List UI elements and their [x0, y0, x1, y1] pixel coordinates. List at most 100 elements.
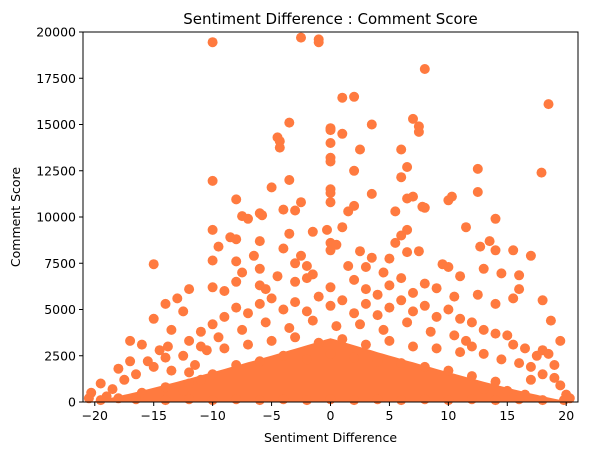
scatter-point [472, 187, 483, 197]
scatter-point [413, 246, 424, 257]
x-tick-label: 20 [558, 408, 574, 423]
scatter-point [136, 339, 147, 350]
scatter-point [107, 384, 118, 395]
scatter-point [543, 348, 554, 359]
scatter-point [419, 64, 430, 74]
scatter-point [431, 311, 442, 322]
scatter-point [313, 337, 324, 348]
scatter-point [536, 167, 547, 178]
x-tick-label: −20 [82, 408, 108, 423]
scatter-point [408, 287, 418, 298]
scatter-point [113, 363, 124, 374]
x-tick-label: 0 [327, 408, 335, 423]
scatter-point [160, 395, 171, 406]
scatter-point [472, 163, 483, 174]
scatter-point [372, 289, 383, 300]
scatter-point [514, 358, 525, 369]
scatter-point [390, 206, 401, 217]
scatter-point [284, 117, 295, 128]
y-tick-label: 17500 [36, 71, 76, 86]
scatter-point [325, 125, 336, 136]
scatter-point [360, 284, 371, 295]
scatter-point [490, 298, 501, 309]
scatter-point [160, 298, 171, 309]
scatter-point [425, 326, 436, 337]
scatter-point [549, 372, 560, 383]
scatter-point [461, 222, 471, 233]
scatter-point [337, 334, 348, 345]
scatter-point [514, 394, 525, 405]
scatter-point [172, 293, 183, 304]
scatter-point [402, 224, 413, 235]
scatter-point [543, 99, 554, 110]
scatter-point [384, 302, 395, 313]
dense-point-region [88, 338, 573, 402]
scatter-point [207, 395, 218, 406]
y-tick-label: 5000 [44, 302, 76, 317]
scatter-point [337, 92, 348, 103]
scatter-point [184, 394, 195, 405]
scatter-point [119, 374, 130, 385]
scatter-point [475, 241, 486, 252]
scatter-point [131, 394, 141, 405]
scatter-point [195, 326, 206, 337]
scatter-point [360, 339, 371, 350]
scatter-points [83, 32, 575, 406]
scatter-point [508, 339, 519, 350]
scatter-point [231, 302, 242, 313]
scatter-point [537, 295, 548, 306]
scatter-point [219, 286, 230, 296]
scatter-point [378, 324, 389, 335]
scatter-point [231, 360, 242, 370]
scatter-point [419, 300, 430, 311]
scatter-point [337, 128, 348, 139]
y-tick-label: 12500 [36, 163, 76, 178]
scatter-point [360, 298, 371, 309]
scatter-point [466, 317, 477, 328]
scatter-point [257, 210, 268, 221]
scatter-point [490, 328, 501, 339]
scatter-point [231, 234, 242, 245]
scatter-point [184, 284, 195, 295]
scatter-point [278, 394, 289, 405]
scatter-point [525, 250, 536, 261]
x-tick-label: −15 [141, 408, 167, 423]
scatter-point [502, 385, 513, 396]
scatter-point [461, 335, 471, 346]
scatter-point [125, 335, 136, 346]
scatter-point [496, 354, 507, 365]
scatter-point [331, 321, 342, 332]
scatter-point [478, 348, 489, 359]
scatter-point [349, 308, 360, 319]
y-axis: 0 2500 5000 7500 10000 12500 15000 17500 20000 [36, 25, 83, 410]
scatter-point [372, 356, 383, 367]
scatter-point [366, 252, 377, 263]
scatter-point [166, 365, 177, 376]
scatter-point [307, 226, 318, 237]
scatter-point [545, 315, 556, 326]
scatter-point [95, 395, 106, 406]
scatter-point [349, 165, 360, 176]
scatter-point [243, 339, 253, 350]
scatter-point [237, 324, 248, 335]
scatter-point [343, 261, 354, 271]
scatter-point [301, 354, 312, 365]
scatter-point [272, 271, 283, 282]
x-axis: −20 −15 −10 −5 0 5 10 15 20 [82, 402, 574, 423]
scatter-point [355, 144, 365, 155]
scatter-point [178, 350, 189, 361]
scatter-point [260, 317, 271, 328]
scatter-point [466, 371, 477, 382]
scatter-point [290, 258, 301, 269]
scatter-point [237, 267, 248, 278]
scatter-point [337, 295, 348, 306]
scatter-point [296, 197, 306, 208]
scatter-point [525, 361, 536, 372]
scatter-point [207, 224, 218, 235]
scatter-point [408, 341, 418, 352]
scatter-point [301, 395, 312, 406]
scatter-point [537, 369, 548, 380]
scatter-point [231, 276, 242, 287]
scatter-point [266, 335, 277, 346]
